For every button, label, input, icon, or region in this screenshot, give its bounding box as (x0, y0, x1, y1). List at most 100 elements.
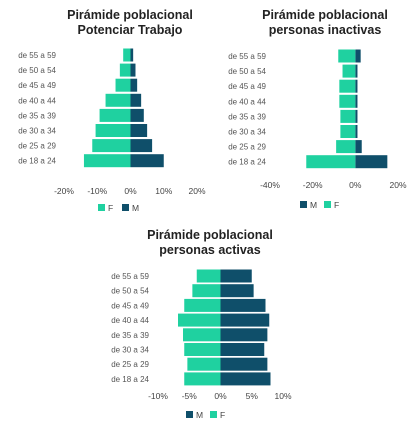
chart-2-bar-F (338, 49, 356, 63)
chart-2-category-label: de 45 a 49 (228, 82, 266, 91)
chart-3-bar-F (184, 343, 221, 356)
chart-2-bar-M (355, 140, 362, 154)
chart-1-bar-M (130, 139, 153, 153)
chart-1-bar-M (130, 63, 136, 77)
chart-3-bar-M (220, 328, 268, 342)
chart-2-bar-F (339, 94, 356, 108)
chart-3-category-label: de 30 a 34 (111, 346, 149, 355)
chart-2-bar-M (355, 125, 358, 138)
chart-3-bar-M (220, 269, 252, 283)
chart-2-bar-M (355, 64, 358, 78)
chart-1-bar-F (123, 48, 131, 62)
chart-2-bar-F (340, 109, 356, 123)
chart-3-bar-M (220, 313, 270, 327)
chart-2-title-line2: personas inactivas (268, 23, 382, 37)
chart-2-legend-swatch (324, 201, 331, 208)
chart-2-bar-F (339, 79, 356, 93)
chart-1-category-label: de 35 a 39 (18, 111, 56, 120)
chart-3-category-label: de 45 a 49 (111, 301, 149, 310)
chart-1-title-line1: Pirámide poblacional (67, 8, 193, 22)
chart-3-bar-F (196, 269, 221, 283)
chart-1-tick-label: 10% (155, 186, 172, 196)
chart-1-category-label: de 18 a 24 (18, 157, 56, 166)
chart-3-category-label: de 55 a 59 (111, 272, 149, 281)
chart-1-category-label: de 50 a 54 (18, 66, 56, 75)
chart-1-legend-label: F (108, 203, 113, 213)
chart-1-bar-F (105, 93, 131, 107)
chart-3-category-label: de 25 a 29 (111, 360, 149, 369)
chart-3-legend-swatch (210, 411, 217, 418)
chart-1-bar-M (130, 48, 134, 62)
chart-3-bar-F (192, 284, 221, 298)
chart-3-legend-label: M (196, 410, 203, 420)
chart-2-category-label: de 35 a 39 (228, 112, 266, 121)
chart-1-bar-F (95, 124, 131, 137)
chart-2-bar-M (355, 49, 361, 63)
chart-1-bar-M (130, 108, 144, 122)
chart-3-legend-swatch (186, 411, 193, 418)
chart-3-category-label: de 40 a 44 (111, 316, 149, 325)
chart-2-category-label: de 40 a 44 (228, 97, 266, 106)
chart-1-category-label: de 25 a 29 (18, 142, 56, 151)
chart-3-bar-F (187, 357, 221, 371)
chart-2-category-label: de 50 a 54 (228, 67, 266, 76)
chart-2-tick-label: 0% (349, 180, 362, 190)
chart-1-bar-F (115, 78, 131, 92)
chart-1-bar-M (130, 78, 138, 92)
chart-2-bar-M (355, 155, 388, 169)
chart-2-bar-M (355, 109, 358, 123)
chart-2-bar-M (355, 94, 358, 108)
chart-1-bar-F (119, 63, 131, 77)
chart-1-legend-swatch (98, 204, 105, 211)
chart-2-category-label: de 30 a 34 (228, 128, 266, 137)
chart-2-legend-label: M (310, 200, 317, 210)
chart-1-title-line2: Potenciar Trabajo (77, 23, 183, 37)
chart-1-tick-label: -20% (54, 186, 74, 196)
chart-3-category-label: de 18 a 24 (111, 375, 149, 384)
chart-3-bar-M (220, 284, 254, 298)
chart-1-title: Pirámide poblacional Potenciar Trabajo (40, 8, 220, 38)
chart-2-category-label: de 55 a 59 (228, 52, 266, 61)
chart-3-tick-label: 5% (246, 391, 259, 401)
chart-1-bar-F (99, 108, 131, 122)
chart-3-tick-label: 10% (274, 391, 291, 401)
chart-3-legend-label: F (220, 410, 225, 420)
chart-2-title-line1: Pirámide poblacional (262, 8, 388, 22)
chart-1-bar-M (130, 124, 148, 137)
chart-3-bar-M (220, 298, 266, 312)
chart-3-bar-M (220, 343, 265, 356)
chart-2-category-label: de 18 a 24 (228, 158, 266, 167)
chart-3-title-line1: Pirámide poblacional (147, 228, 273, 242)
chart-1-category-label: de 30 a 34 (18, 127, 56, 136)
chart-3-bar-F (178, 313, 221, 327)
chart-2-tick-label: -20% (303, 180, 323, 190)
chart-3-category-label: de 50 a 54 (111, 287, 149, 296)
chart-3-bar-F (184, 372, 221, 386)
chart-1-bar-M (130, 93, 142, 107)
chart-3-category-label: de 35 a 39 (111, 331, 149, 340)
chart-1-category-label: de 45 a 49 (18, 81, 56, 90)
chart-2-tick-label: 20% (389, 180, 406, 190)
chart-3-title-line2: personas activas (159, 243, 261, 257)
chart-1-bar-M (130, 154, 164, 168)
chart-2-bar-F (336, 140, 356, 154)
chart-3-tick-label: -5% (182, 391, 198, 401)
chart-2-bar-F (306, 155, 356, 169)
chart-1-legend-label: M (132, 203, 139, 213)
chart-2-legend-label: F (334, 200, 339, 210)
chart-2-bar-M (355, 79, 358, 93)
chart-1-category-label: de 40 a 44 (18, 96, 56, 105)
chart-1-bar-F (83, 154, 131, 168)
chart-2-category-label: de 25 a 29 (228, 143, 266, 152)
chart-1-tick-label: 0% (124, 186, 137, 196)
chart-2-title: Pirámide poblacional personas inactivas (245, 8, 405, 38)
chart-2-bar-F (342, 64, 356, 78)
chart-1-tick-label: 20% (188, 186, 205, 196)
chart-3-bar-F (183, 328, 221, 342)
chart-2-bar-F (340, 125, 356, 138)
chart-1-category-label: de 55 a 59 (18, 51, 56, 60)
chart-1-tick-label: -10% (87, 186, 107, 196)
chart-1-legend-swatch (122, 204, 129, 211)
chart-2-tick-label: -40% (260, 180, 280, 190)
